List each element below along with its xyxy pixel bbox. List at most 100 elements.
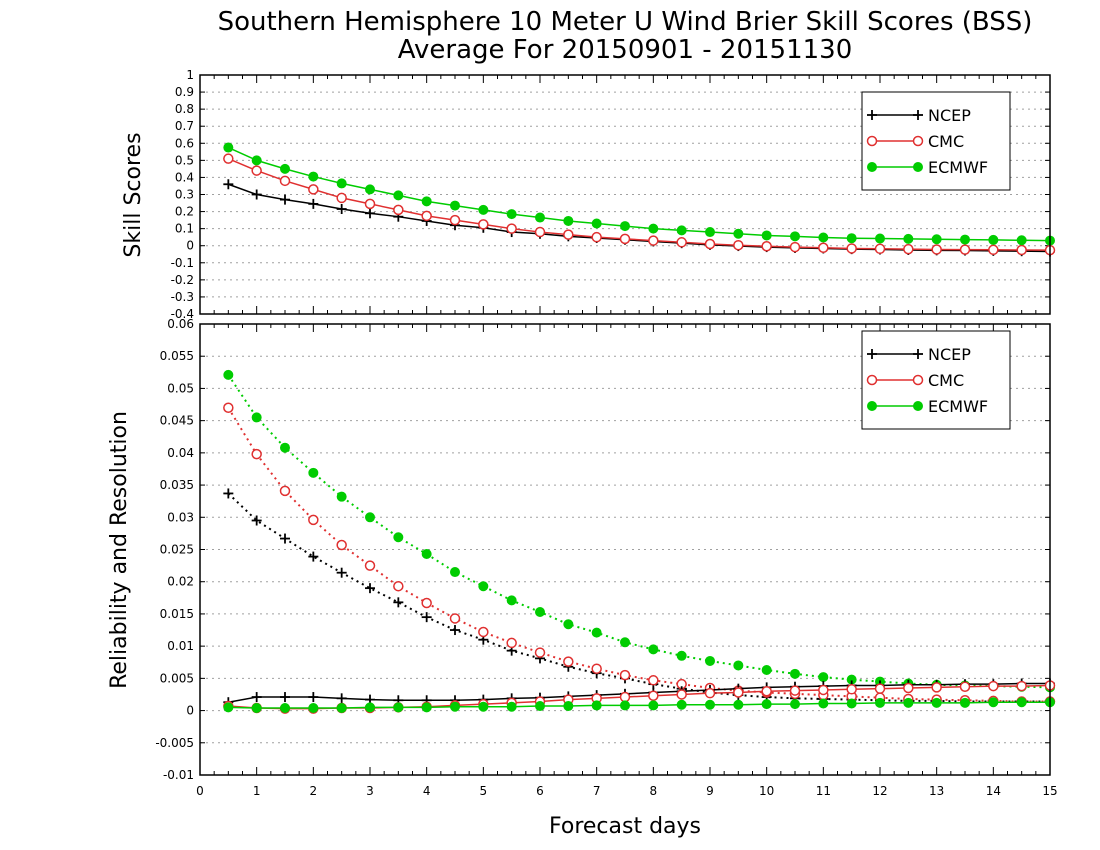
bottom-point-cmc	[251, 448, 262, 460]
x-tick-label: 9	[706, 784, 714, 798]
x-tick-label: 11	[816, 784, 831, 798]
bottom-point-cmc	[988, 680, 999, 692]
bottom-point-cmc	[903, 682, 914, 694]
bottom-point-ecmwf	[365, 512, 375, 523]
top-point-ecmwf	[563, 215, 574, 226]
top-point-cmc	[421, 210, 432, 222]
top-point-cmc	[449, 214, 461, 226]
top-point-cmc	[959, 244, 971, 255]
bottom-point-ecmwf	[535, 701, 545, 712]
bottom-y-tick-label: -0.01	[163, 768, 194, 782]
top-series-ncep-solid	[223, 179, 1055, 257]
top-point-ncep	[365, 208, 375, 219]
top-point-ecmwf	[903, 233, 914, 244]
bottom-point-cmc	[478, 626, 489, 638]
bottom-point-cmc	[789, 685, 801, 696]
bottom-point-ecmwf	[790, 699, 800, 710]
top-point-ecmwf	[450, 200, 460, 211]
top-point-ecmwf	[535, 212, 545, 223]
top-point-ecmwf	[478, 204, 489, 215]
bottom-series-cmc-dotted	[223, 402, 1056, 707]
bottom-line-ecmwf	[228, 701, 1050, 709]
top-point-ecmwf	[393, 190, 404, 201]
bottom-point-cmc	[506, 637, 517, 649]
top-y-tick-label: -0.4	[171, 307, 194, 321]
top-y-tick-label: 0.1	[175, 222, 194, 236]
top-series-cmc-solid	[223, 153, 1056, 256]
top-point-ecmwf	[846, 233, 857, 244]
bottom-y-tick-label: 0.015	[160, 607, 194, 621]
bottom-point-ecmwf	[733, 699, 744, 710]
bottom-point-cmc	[959, 681, 971, 692]
bottom-point-cmc	[308, 514, 319, 526]
bottom-point-ecmwf	[251, 702, 262, 713]
top-y-tick-label: 0.2	[175, 205, 194, 219]
bottom-series-ncep-dotted	[223, 488, 1055, 707]
top-legend-marker-ecmwf	[913, 162, 923, 172]
top-point-cmc	[364, 198, 376, 210]
bottom-y-axis-title: Reliability and Resolution	[107, 411, 132, 689]
top-y-tick-label: 0.5	[175, 153, 194, 167]
bottom-legend-marker-cmc	[866, 374, 878, 386]
top-y-tick-label: -0.1	[171, 256, 194, 270]
bottom-point-ecmwf	[648, 700, 659, 711]
top-point-cmc	[563, 229, 574, 240]
top-point-cmc	[903, 243, 914, 255]
bottom-point-ecmwf	[393, 532, 404, 543]
top-point-ecmwf	[960, 234, 970, 245]
x-tick-label: 4	[423, 784, 431, 798]
bottom-point-cmc	[279, 485, 291, 497]
top-y-tick-label: 0.8	[175, 102, 194, 116]
bottom-y-tick-label: 0.03	[167, 510, 194, 524]
x-tick-label: 13	[929, 784, 944, 798]
top-legend-label-ncep: NCEP	[928, 106, 971, 125]
bottom-point-cmc	[648, 675, 659, 686]
bottom-point-cmc	[761, 685, 772, 697]
top-point-cmc	[308, 184, 319, 195]
bottom-point-ecmwf	[1016, 697, 1027, 708]
bottom-point-ecmwf	[563, 619, 574, 630]
top-legend: NCEP CMC ECMWF	[861, 91, 1011, 191]
bottom-y-tick-label: 0.06	[167, 317, 194, 331]
bottom-legend-label-cmc: CMC	[928, 371, 964, 390]
top-point-ecmwf	[506, 209, 517, 220]
top-point-ecmwf	[421, 196, 432, 207]
bottom-legend-label-ecmwf: ECMWF	[928, 397, 988, 416]
top-legend-label-cmc: CMC	[928, 132, 964, 151]
top-point-ecmwf	[676, 225, 687, 236]
bottom-legend: NCEP CMC ECMWF	[861, 330, 1011, 430]
bottom-point-ecmwf	[478, 701, 489, 712]
bottom-line-cmc	[227, 407, 1050, 703]
bottom-point-ecmwf	[761, 664, 772, 675]
top-point-ecmwf	[365, 184, 375, 195]
bottom-point-ncep	[393, 597, 404, 608]
bottom-point-ncep	[365, 583, 375, 594]
top-point-ecmwf	[790, 231, 800, 242]
bottom-point-ecmwf	[308, 467, 319, 478]
bottom-point-ecmwf	[761, 699, 772, 710]
bottom-point-ecmwf	[705, 655, 715, 666]
top-y-tick-label: 1	[186, 68, 194, 82]
bottom-y-tick-label: 0.045	[160, 414, 194, 428]
bottom-point-ecmwf	[506, 595, 517, 606]
bottom-point-cmc	[591, 663, 602, 674]
top-panel-skill-scores: -0.4 -0.3 -0.2 -0.1 0 0.1 0.2 0.3 0.4 0.5 0.6 0.7 0.…	[171, 68, 1056, 321]
top-point-cmc	[988, 244, 999, 256]
top-point-cmc	[818, 242, 829, 254]
x-tick-label: 1	[253, 784, 261, 798]
bottom-point-ecmwf	[846, 698, 857, 709]
top-legend-marker-cmc	[912, 135, 924, 147]
top-point-ecmwf	[818, 232, 829, 243]
bottom-point-ecmwf	[931, 697, 942, 708]
bottom-point-cmc	[449, 613, 461, 624]
bottom-point-ecmwf	[506, 701, 517, 712]
bottom-point-cmc	[393, 580, 404, 592]
bottom-point-ecmwf	[818, 698, 829, 709]
bottom-point-cmc	[676, 689, 687, 700]
top-point-ecmwf	[648, 223, 659, 234]
top-point-ncep	[280, 194, 290, 205]
bottom-y-tick-label: 0.01	[167, 639, 194, 653]
bottom-point-ecmwf	[478, 581, 489, 592]
bottom-point-ecmwf	[450, 701, 460, 712]
bottom-point-ecmwf	[336, 702, 347, 713]
